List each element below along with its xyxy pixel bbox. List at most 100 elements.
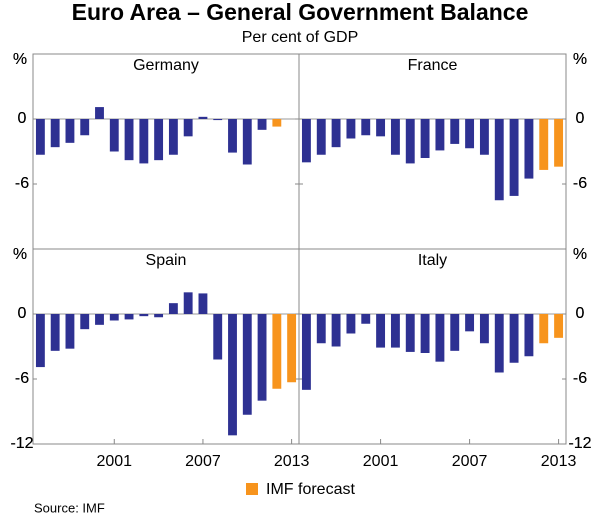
panel-title: France	[408, 57, 458, 74]
y-tick-label: -6	[15, 370, 29, 387]
bar	[213, 314, 223, 360]
x-tick-label: 2013	[274, 453, 310, 470]
bar	[198, 116, 208, 119]
chart-subtitle: Per cent of GDP	[242, 29, 359, 46]
bar	[154, 314, 164, 318]
y-tick-label: -12	[10, 435, 33, 452]
y-tick-label: 0	[18, 110, 27, 127]
x-tick-label: 2007	[185, 453, 221, 470]
bar	[65, 119, 75, 143]
bar	[479, 119, 489, 155]
bar	[35, 314, 45, 368]
y-tick-label: 0	[18, 110, 27, 127]
bar	[316, 119, 326, 155]
bar	[435, 119, 445, 151]
panel-title: Italy	[418, 252, 447, 269]
y-tick-label: 0	[18, 305, 27, 322]
y-unit: %	[13, 51, 27, 68]
legend-label: IMF forecast	[266, 481, 355, 498]
bar	[95, 107, 104, 119]
bar	[301, 119, 311, 163]
bar	[509, 314, 519, 363]
x-tick-label: 2001	[96, 453, 132, 470]
bar	[109, 119, 119, 152]
y-tick-label: 0	[18, 305, 27, 322]
bar	[65, 314, 75, 349]
bar	[257, 119, 267, 130]
bar	[124, 314, 134, 320]
y-unit: %	[13, 246, 27, 263]
bar	[95, 314, 104, 325]
y-tick-label: -6	[573, 370, 587, 387]
bar	[242, 314, 252, 415]
y-tick-label: 0	[576, 110, 585, 127]
bar	[435, 314, 445, 362]
bar	[539, 119, 549, 170]
bar	[301, 314, 311, 390]
bar	[465, 119, 475, 149]
bar	[168, 303, 178, 314]
bar	[479, 314, 489, 344]
y-unit: %	[13, 51, 27, 68]
y-tick-label: -12	[568, 435, 591, 452]
bar	[168, 119, 178, 155]
bar	[257, 314, 267, 401]
bar	[331, 314, 341, 347]
bar	[80, 314, 90, 330]
bar	[539, 314, 549, 344]
bar	[465, 314, 475, 332]
bar	[272, 119, 282, 127]
x-tick-label: 2007	[452, 453, 488, 470]
bar	[405, 119, 415, 164]
y-tick-label: -12	[568, 435, 591, 452]
bar	[139, 119, 149, 164]
y-tick-label: -6	[15, 175, 29, 192]
bar	[494, 314, 504, 373]
bar	[346, 314, 356, 334]
bar	[554, 314, 564, 338]
bar	[316, 314, 326, 344]
bar	[405, 314, 415, 352]
bar	[420, 314, 430, 353]
bar	[183, 292, 193, 314]
y-tick-label: 0	[576, 305, 585, 322]
bar	[390, 119, 400, 155]
y-tick-label: -6	[15, 175, 29, 192]
bar	[228, 119, 237, 153]
bar	[331, 119, 341, 148]
bar	[524, 119, 534, 179]
bar	[346, 119, 356, 139]
bar	[124, 119, 134, 161]
bar	[139, 314, 149, 317]
legend-swatch	[246, 483, 258, 495]
y-tick-label: 0	[576, 110, 585, 127]
y-tick-label: -12	[10, 435, 33, 452]
bar	[198, 293, 208, 314]
bar	[109, 314, 119, 321]
chart-title: Euro Area – General Government Balance	[72, 0, 529, 25]
x-tick-label: 2013	[541, 453, 577, 470]
y-unit: %	[573, 246, 587, 263]
panel-title: Spain	[146, 252, 187, 269]
bar	[376, 119, 386, 137]
bar	[287, 314, 297, 383]
y-tick-label: -6	[573, 175, 587, 192]
bar	[213, 119, 223, 121]
bar	[509, 119, 519, 196]
bar	[494, 119, 504, 201]
bar	[420, 119, 430, 158]
y-tick-label: -6	[573, 175, 587, 192]
bar	[450, 314, 460, 351]
bar	[35, 119, 45, 155]
bar	[183, 119, 193, 137]
y-tick-label: -6	[573, 370, 587, 387]
bar	[50, 314, 60, 351]
bar	[242, 119, 252, 165]
y-unit: %	[573, 51, 587, 68]
bar	[376, 314, 386, 348]
bar	[524, 314, 534, 357]
bar	[450, 119, 460, 144]
bar	[154, 119, 164, 161]
y-unit: %	[573, 51, 587, 68]
